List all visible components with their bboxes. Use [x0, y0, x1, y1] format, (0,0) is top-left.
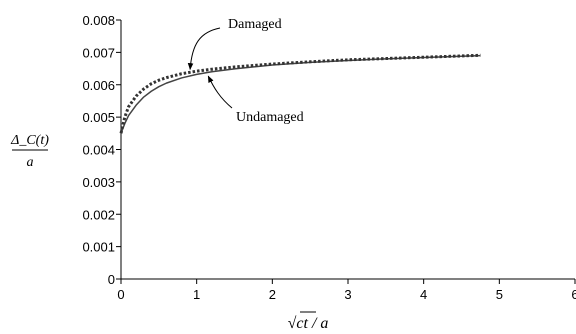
annotation-undamaged: Undamaged: [236, 110, 304, 125]
y-axis-label-denominator: a: [27, 155, 34, 170]
y-tick-label: 0.004: [82, 143, 115, 158]
x-tick-label: 2: [269, 287, 276, 302]
annotation-arrow-undamaged: [207, 75, 233, 109]
x-tick-label: 4: [420, 287, 427, 302]
x-axis-label: √ct / a: [288, 311, 329, 332]
x-tick-label: 5: [496, 287, 503, 302]
y-tick-label: 0.008: [82, 13, 115, 28]
y-tick-label: 0.007: [82, 45, 115, 60]
y-tick-label: 0.005: [82, 110, 115, 125]
y-tick-label: 0.001: [82, 240, 115, 255]
y-axis-label: Δ_C(t) a: [10, 133, 49, 170]
annotation-damaged: Damaged: [228, 17, 282, 32]
x-tick-label: 3: [344, 287, 351, 302]
y-tick-label: 0: [108, 272, 115, 287]
y-tick-label: 0.003: [82, 175, 115, 190]
y-axis-label-numerator: Δ_C(t): [10, 133, 49, 148]
x-tick-label: 6: [571, 287, 576, 302]
annotation-layer: Damaged Undamaged: [187, 17, 304, 125]
x-axis-label-text: √ct / a: [288, 315, 329, 332]
x-tick-label: 0: [117, 287, 124, 302]
y-ticks: 0 0.001 0.002 0.003 0.004 0.005 0.006 0.007 0.00…: [82, 13, 121, 287]
y-tick-label: 0.002: [82, 207, 115, 222]
series-line-damaged: [119, 53, 481, 134]
x-ticks: 0 1 2 3 4 5 6: [117, 279, 576, 302]
y-tick-label: 0.006: [82, 78, 115, 93]
annotation-arrow-damaged: [187, 27, 221, 71]
axes: [120, 20, 575, 280]
series-layer: [119, 53, 481, 134]
x-tick-label: 1: [193, 287, 200, 302]
